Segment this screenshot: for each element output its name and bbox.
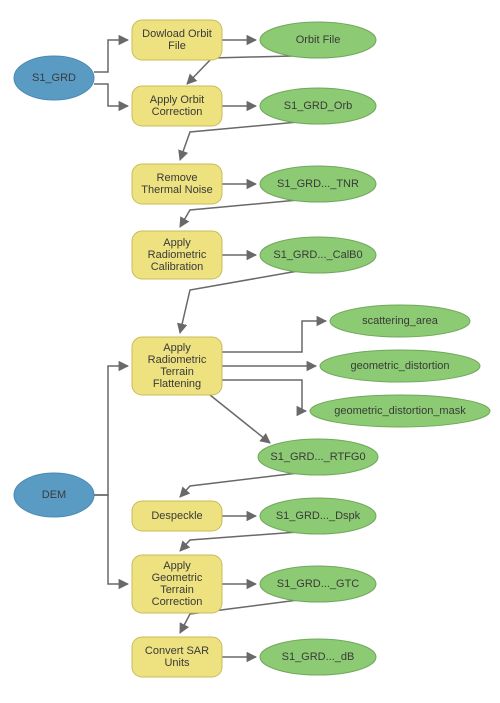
- node-s1_grd_db: S1_GRD..._dB: [260, 639, 376, 675]
- edge-16: [180, 473, 298, 497]
- node-s1_grd_calb0: S1_GRD..._CalB0: [260, 237, 376, 273]
- node-label: scattering_area: [362, 315, 439, 327]
- edge-14: [222, 380, 306, 411]
- edge-9: [180, 271, 298, 333]
- node-label: Convert SAR: [145, 645, 209, 657]
- node-label: S1_GRD: [32, 72, 76, 84]
- node-label: Orbit File: [296, 34, 341, 46]
- node-radiometric_cal: ApplyRadiometricCalibration: [132, 231, 222, 279]
- node-s1_grd_tnr: S1_GRD..._TNR: [260, 166, 376, 202]
- node-s1_grd_gtc: S1_GRD..._GTC: [260, 566, 376, 602]
- node-label: S1_GRD..._CalB0: [273, 249, 362, 261]
- node-remove_thermal: RemoveThermal Noise: [132, 164, 222, 204]
- node-label: Correction: [152, 106, 203, 118]
- node-label: geometric_distortion: [350, 360, 449, 372]
- node-label: Apply: [163, 342, 191, 354]
- node-label: Flattening: [153, 378, 201, 390]
- node-label: Units: [164, 657, 190, 669]
- node-label: Apply: [163, 560, 191, 572]
- node-download_orbit: Dowload OrbitFile: [132, 20, 222, 60]
- edge-15: [210, 395, 270, 443]
- edge-10: [94, 366, 128, 495]
- node-label: S1_GRD..._GTC: [277, 578, 360, 590]
- node-label: Apply: [163, 237, 191, 249]
- node-label: Radiometric: [148, 249, 207, 261]
- node-scatter_area: scattering_area: [330, 305, 470, 337]
- node-s1_grd: S1_GRD: [14, 56, 94, 100]
- node-label: Remove: [157, 172, 198, 184]
- node-label: Thermal Noise: [141, 184, 213, 196]
- node-label: Despeckle: [151, 510, 202, 522]
- node-geom_dist: geometric_distortion: [320, 350, 480, 382]
- node-s1_grd_dspk: S1_GRD..._Dspk: [260, 498, 376, 534]
- node-label: S1_GRD..._dB: [282, 651, 355, 663]
- node-label: Dowload Orbit: [142, 28, 212, 40]
- node-label: S1_GRD..._RTFG0: [270, 451, 365, 463]
- node-label: geometric_distortion_mask: [334, 405, 466, 417]
- node-geom_correct: ApplyGeometricTerrainCorrection: [132, 555, 222, 613]
- node-s1_grd_rtfg0: S1_GRD..._RTFG0: [258, 439, 378, 475]
- node-label: Correction: [152, 596, 203, 608]
- node-orbit_file: Orbit File: [260, 22, 376, 58]
- node-label: Apply Orbit: [150, 94, 204, 106]
- edge-1: [94, 84, 128, 106]
- node-label: Terrain: [160, 366, 194, 378]
- node-label: Terrain: [160, 584, 194, 596]
- node-label: Radiometric: [148, 354, 207, 366]
- edge-12: [222, 321, 326, 352]
- node-dem: DEM: [14, 473, 94, 517]
- edge-18: [180, 532, 298, 551]
- node-label: S1_GRD..._Dspk: [276, 510, 361, 522]
- edge-0: [94, 40, 128, 72]
- node-label: DEM: [42, 489, 66, 501]
- node-label: File: [168, 40, 186, 52]
- node-label: Geometric: [152, 572, 203, 584]
- node-label: S1_GRD..._TNR: [277, 178, 359, 190]
- node-s1_grd_orb: S1_GRD_Orb: [260, 88, 376, 124]
- node-label: Calibration: [151, 261, 204, 273]
- node-label: S1_GRD_Orb: [284, 100, 352, 112]
- node-convert_sar: Convert SARUnits: [132, 637, 222, 677]
- node-despeckle: Despeckle: [132, 501, 222, 531]
- edge-5: [180, 122, 298, 160]
- node-apply_orbit: Apply OrbitCorrection: [132, 86, 222, 126]
- edge-11: [94, 495, 128, 584]
- node-terrain_flat: ApplyRadiometricTerrainFlattening: [132, 337, 222, 395]
- sar-processing-flowchart: S1_GRDDEMDowload OrbitFileApply OrbitCor…: [0, 0, 500, 698]
- node-geom_dist_mask: geometric_distortion_mask: [310, 395, 490, 427]
